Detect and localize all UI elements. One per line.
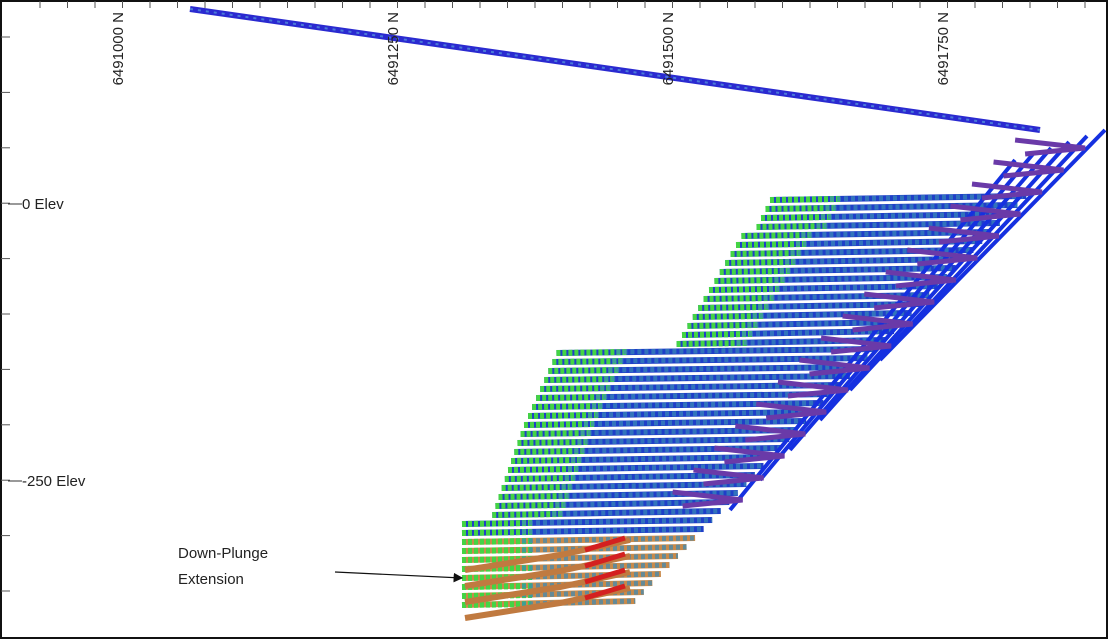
trace (928, 225, 1000, 245)
drill-traces (189, 6, 1107, 621)
trace (820, 211, 1009, 220)
annotation-text: Down-Plunge (178, 545, 268, 562)
trace (552, 508, 721, 517)
northing-label: 6491750 N (935, 12, 952, 85)
trace (747, 319, 903, 328)
trace (612, 355, 868, 364)
trace (993, 159, 1064, 179)
trace (714, 445, 785, 465)
trace (592, 400, 824, 409)
trace (1014, 137, 1086, 157)
trace (584, 551, 626, 569)
trace (755, 401, 827, 421)
trace (907, 247, 978, 267)
trace (801, 229, 992, 238)
trace (521, 589, 644, 598)
trace (521, 553, 679, 562)
trace (584, 583, 626, 601)
trace (693, 467, 764, 487)
trace (885, 269, 957, 289)
trace (799, 357, 870, 377)
trace (521, 517, 713, 526)
trace (604, 373, 850, 382)
trace (842, 313, 913, 333)
trace (672, 489, 743, 509)
trace (189, 6, 1041, 133)
trace (558, 490, 738, 499)
trace (574, 445, 781, 454)
elevation-label: -250 Elev (22, 473, 86, 490)
trace (521, 598, 636, 607)
trace (555, 499, 730, 508)
annotation-arrow (334, 571, 464, 583)
elevation-label: 0 Elev (22, 196, 64, 213)
trace (580, 427, 798, 436)
trace (571, 454, 773, 463)
trace (741, 328, 895, 337)
trace (735, 423, 806, 443)
trace (561, 481, 747, 490)
trace (616, 346, 877, 355)
northing-label: 6491250 N (385, 12, 402, 85)
trace (736, 337, 886, 346)
trace (820, 335, 892, 355)
elevation-labels: 0 Elev -250 Elev (8, 196, 86, 490)
northing-label: 6491000 N (110, 12, 127, 85)
annotation: Down-Plunge Extension (178, 545, 464, 588)
trace (567, 463, 764, 472)
annotation-text: Extension (178, 571, 244, 588)
trace (816, 220, 1000, 229)
trace (461, 601, 532, 608)
trace (521, 535, 696, 544)
trace (971, 181, 1043, 201)
trace (521, 526, 704, 535)
ticks (1, 1, 1086, 592)
trace (584, 567, 626, 585)
northing-labels: 6491000 N 6491250 N 6491500 N 6491750 N (110, 12, 952, 85)
trace (777, 379, 849, 399)
trace (461, 571, 661, 581)
trace (588, 409, 815, 418)
trace (950, 203, 1021, 223)
trace (521, 580, 653, 589)
trace (752, 310, 912, 319)
trace (564, 472, 755, 481)
trace (863, 291, 935, 311)
trace (790, 247, 974, 256)
trace (552, 355, 868, 365)
trace (600, 382, 842, 391)
trace (521, 571, 661, 580)
trace (779, 265, 956, 274)
northing-label: 6491500 N (660, 12, 677, 85)
trace (583, 418, 807, 427)
trace (521, 562, 670, 571)
trace (878, 128, 1107, 362)
trace (584, 535, 626, 553)
